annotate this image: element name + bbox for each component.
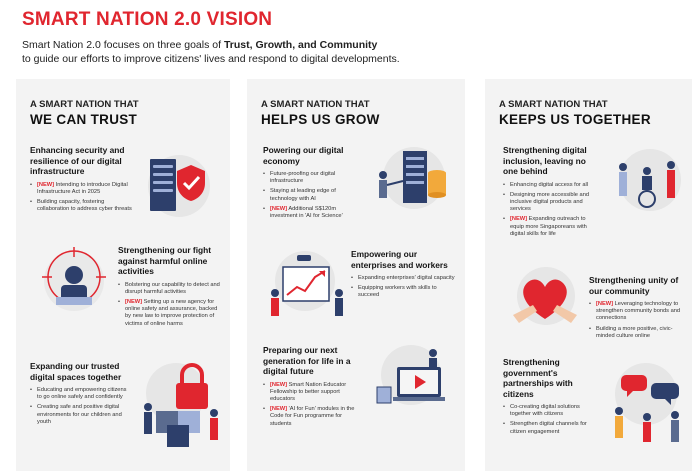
list-item: Designing more accessible and inclusive … <box>503 192 599 214</box>
block-harmful-online: Strengthening our fight against harmful … <box>118 245 224 331</box>
list-item: [NEW] Smart Nation Educator Fellowship t… <box>263 382 363 404</box>
column-heading: A SMART NATION THAT HELPS US GROW <box>261 97 380 127</box>
server-stack-icon <box>367 143 457 223</box>
block-heading: Preparing our next generation for life i… <box>263 345 351 376</box>
list-item: [NEW] 'AI for Fun' modules in the Code f… <box>263 406 363 428</box>
column-together: A SMART NATION THAT KEEPS US TOGETHER St… <box>485 79 692 471</box>
growth-chart-icon <box>263 247 349 321</box>
block-next-generation: Preparing our next generation for life i… <box>263 345 363 431</box>
video-laptop-icon <box>367 343 457 423</box>
list-item: Building capacity, fostering collaborati… <box>30 199 134 213</box>
heart-hands-icon <box>503 265 587 335</box>
column-heading: A SMART NATION THAT KEEPS US TOGETHER <box>499 97 651 127</box>
column-heading-large: KEEPS US TOGETHER <box>499 112 651 127</box>
block-heading: Enhancing security and resilience of our… <box>30 145 125 176</box>
hacker-target-icon <box>34 247 118 321</box>
list-item: [NEW] Expanding outreach to equip more S… <box>503 216 599 238</box>
list-item: [NEW] Setting up a new agency for online… <box>118 299 224 328</box>
list-item: Bolstering our capability to detect and … <box>118 282 224 296</box>
list-item: Enhancing digital access for all <box>503 182 599 189</box>
block-government-partnerships: Strengthening government's partnerships … <box>503 357 599 439</box>
column-trust: A SMART NATION THAT WE CAN TRUST Enhanci… <box>16 79 230 471</box>
server-shield-icon <box>138 149 218 219</box>
column-heading-large: WE CAN TRUST <box>30 112 138 127</box>
block-digital-inclusion: Strengthening digital inclusion, leaving… <box>503 145 599 241</box>
block-enterprises-workers: Empowering our enterprises and workers E… <box>351 249 455 303</box>
intro-text: Smart Nation 2.0 focuses on three goals … <box>22 38 542 66</box>
column-heading-small: A SMART NATION THAT <box>261 99 370 110</box>
padlock-puzzle-icon <box>134 361 226 451</box>
block-heading: Powering our digital economy <box>263 145 344 166</box>
column-heading-small: A SMART NATION THAT <box>30 99 139 110</box>
list-item: Equipping workers with skills to succeed <box>351 285 455 299</box>
block-infrastructure: Enhancing security and resilience of our… <box>30 145 134 216</box>
speech-bubbles-icon <box>603 361 691 447</box>
elderly-wheelchair-icon <box>607 145 691 225</box>
column-heading-large: HELPS US GROW <box>261 112 380 127</box>
list-item: Creating safe and positive digital envir… <box>30 404 130 426</box>
block-heading: Strengthening unity of our community <box>589 275 679 296</box>
list-item: [NEW] Intending to introduce Digital Inf… <box>30 182 134 196</box>
intro-line2: to guide our efforts to improve citizens… <box>22 53 400 65</box>
block-digital-economy: Powering our digital economy Future-proo… <box>263 145 363 223</box>
column-grow: A SMART NATION THAT HELPS US GROW Poweri… <box>247 79 465 471</box>
list-item: Co-creating digital solutions together w… <box>503 404 599 418</box>
block-digital-spaces: Expanding our trusted digital spaces tog… <box>30 361 130 429</box>
page-title: SMART NATION 2.0 VISION <box>22 9 273 30</box>
block-heading: Strengthening digital inclusion, leaving… <box>503 145 587 176</box>
list-item: Building a more positive, civic-minded c… <box>589 326 689 340</box>
list-item: Educating and empowering citizens to go … <box>30 387 130 401</box>
column-heading-small: A SMART NATION THAT <box>499 99 608 110</box>
list-item: [NEW] Additional S$120m investment in 'A… <box>263 206 363 220</box>
intro-prefix: Smart Nation 2.0 focuses on three goals … <box>22 39 224 51</box>
block-heading: Strengthening government's partnerships … <box>503 357 573 399</box>
block-heading: Strengthening our fight against harmful … <box>118 245 212 276</box>
list-item: Strengthen digital channels for citizen … <box>503 421 599 435</box>
block-heading: Expanding our trusted digital spaces tog… <box>30 361 122 382</box>
list-item: Expanding enterprises' digital capacity <box>351 275 455 282</box>
list-item: Future-proofing our digital infrastructu… <box>263 171 363 185</box>
list-item: Staying at leading edge of technology wi… <box>263 188 363 202</box>
intro-goals: Trust, Growth, and Community <box>223 39 378 51</box>
block-heading: Empowering our enterprises and workers <box>351 249 448 270</box>
column-heading: A SMART NATION THAT WE CAN TRUST <box>30 97 139 127</box>
block-community-unity: Strengthening unity of our community [NE… <box>589 275 689 343</box>
list-item: [NEW] Leveraging technology to strengthe… <box>589 301 689 323</box>
